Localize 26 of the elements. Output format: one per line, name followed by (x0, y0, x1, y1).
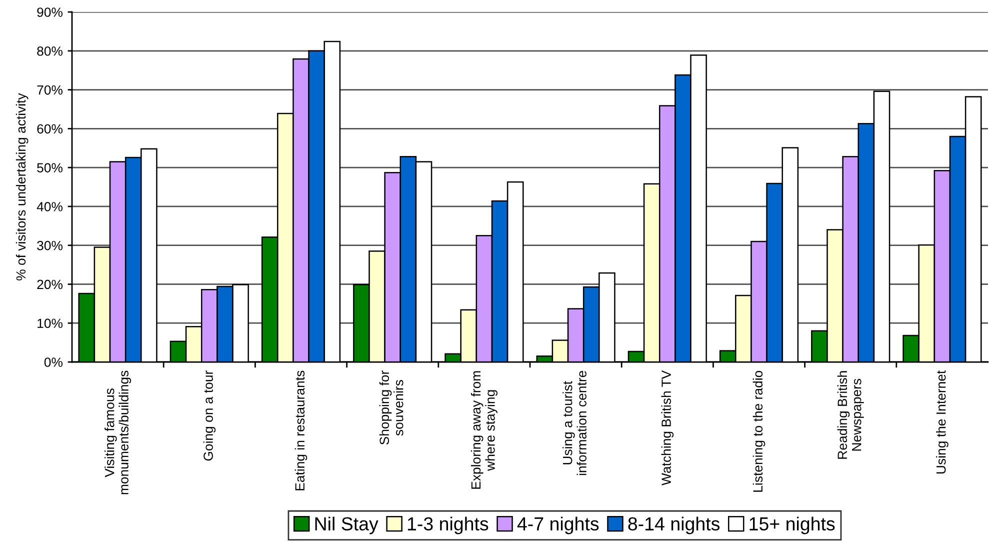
x-tick-label: Using a tourist information centre (562, 370, 586, 476)
y-tick-label: 20% (37, 280, 63, 290)
legend-label: 1-3 nights (408, 516, 488, 534)
y-tick-label: 40% (36, 202, 63, 212)
y-tick-label: 10% (38, 318, 63, 328)
y-tick-label: 30% (37, 240, 63, 250)
x-tick-label: Shopping for souvenirs (379, 370, 404, 445)
x-tick-label: Watching British TV (661, 370, 674, 486)
x-tick-label: Using the Internet (936, 370, 948, 474)
y-tick-label: 50% (37, 163, 63, 172)
y-tick-label: 90% (37, 8, 63, 17)
x-tick-label: Visiting famous monuments/buildings (104, 370, 132, 494)
legend-label: 15+ nights (750, 516, 835, 534)
y-tick-label: 0% (44, 358, 63, 367)
y-tick-label: 70% (37, 85, 63, 95)
x-tick-label: Going on a tour (203, 370, 216, 461)
x-tick-label: Eating in restaurants (294, 370, 308, 490)
y-tick-label: 60% (37, 124, 63, 134)
x-tick-label: Listening to the radio (752, 370, 766, 492)
x-tick-label: Reading British Newspapers (837, 371, 864, 459)
legend-label: 8-14 nights (628, 516, 720, 534)
y-tick-label: 80% (37, 46, 63, 56)
legend-label: Nil Stay (315, 516, 378, 534)
legend-label: 4-7 nights (517, 516, 599, 534)
x-tick-label: Exploring away from where staying (470, 371, 498, 489)
y-axis-title: % of visitors undertaking activity (16, 93, 28, 280)
